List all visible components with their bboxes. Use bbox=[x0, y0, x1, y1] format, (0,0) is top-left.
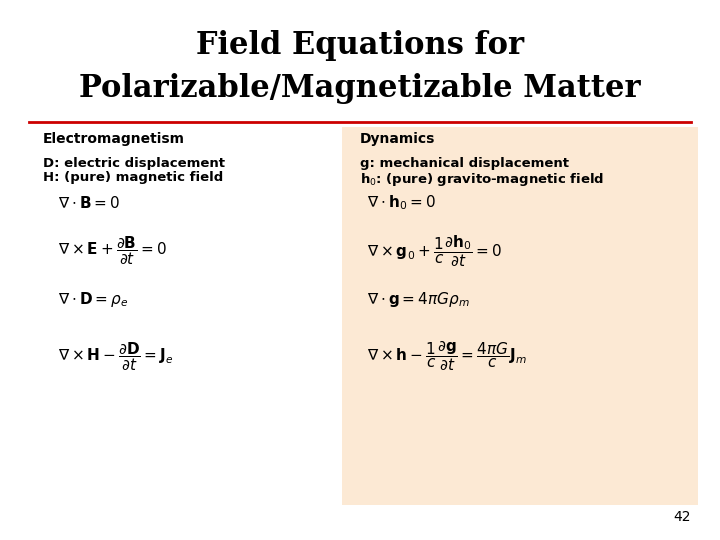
Text: $\nabla \cdot \mathbf{h}_0 = 0$: $\nabla \cdot \mathbf{h}_0 = 0$ bbox=[367, 193, 436, 212]
Text: Polarizable/Magnetizable Matter: Polarizable/Magnetizable Matter bbox=[79, 73, 641, 104]
Text: $\nabla \times \mathbf{g}_0 + \dfrac{1}{c}\dfrac{\partial \mathbf{h}_0}{\partial: $\nabla \times \mathbf{g}_0 + \dfrac{1}{… bbox=[367, 233, 503, 269]
Text: Field Equations for: Field Equations for bbox=[196, 30, 524, 60]
Text: $\nabla \times \mathbf{H} - \dfrac{\partial \mathbf{D}}{\partial t} = \mathbf{J}: $\nabla \times \mathbf{H} - \dfrac{\part… bbox=[58, 340, 173, 373]
Text: Electromagnetism: Electromagnetism bbox=[43, 132, 185, 146]
Text: $\nabla \times \mathbf{E} + \dfrac{\partial \mathbf{B}}{\partial t} = 0$: $\nabla \times \mathbf{E} + \dfrac{\part… bbox=[58, 235, 166, 267]
Text: g: mechanical displacement: g: mechanical displacement bbox=[360, 157, 569, 170]
Text: $\nabla \cdot \mathbf{D} = \rho_e$: $\nabla \cdot \mathbf{D} = \rho_e$ bbox=[58, 290, 127, 309]
Text: $\nabla \times \mathbf{h} - \dfrac{1}{c}\dfrac{\partial \mathbf{g}}{\partial t} : $\nabla \times \mathbf{h} - \dfrac{1}{c}… bbox=[367, 340, 527, 373]
Text: H: (pure) magnetic field: H: (pure) magnetic field bbox=[43, 171, 223, 184]
Text: $\mathbf{h}_0$: (pure) gravito-magnetic field: $\mathbf{h}_0$: (pure) gravito-magnetic … bbox=[360, 171, 604, 188]
Text: $\nabla \cdot \mathbf{B} = 0$: $\nabla \cdot \mathbf{B} = 0$ bbox=[58, 194, 120, 211]
FancyBboxPatch shape bbox=[342, 127, 698, 505]
Text: $\nabla \cdot \mathbf{g} = 4\pi G \rho_m$: $\nabla \cdot \mathbf{g} = 4\pi G \rho_m… bbox=[367, 290, 470, 309]
Text: D: electric displacement: D: electric displacement bbox=[43, 157, 225, 170]
Text: 42: 42 bbox=[674, 510, 691, 524]
Text: Dynamics: Dynamics bbox=[360, 132, 436, 146]
